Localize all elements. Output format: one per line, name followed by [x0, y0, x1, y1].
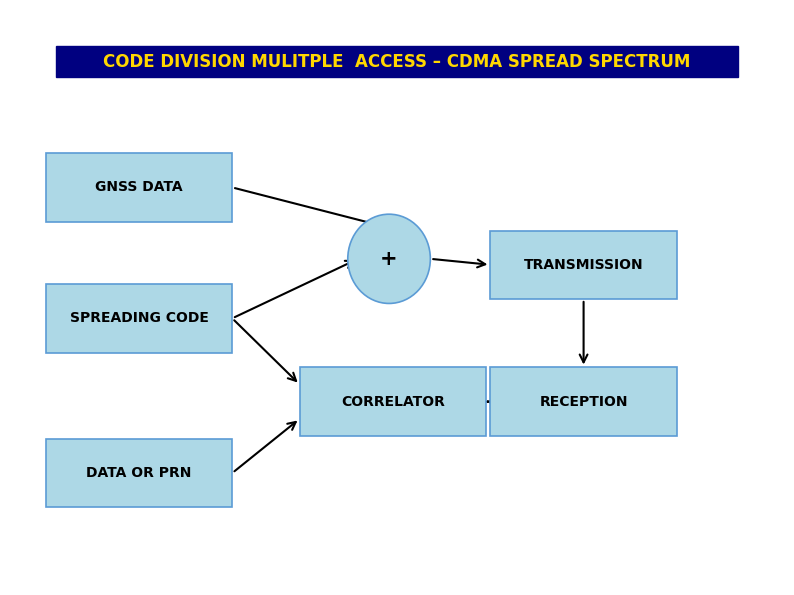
FancyBboxPatch shape — [300, 367, 486, 436]
FancyBboxPatch shape — [56, 46, 738, 77]
FancyBboxPatch shape — [490, 230, 676, 299]
Text: SPREADING CODE: SPREADING CODE — [70, 311, 208, 325]
Text: RECEPTION: RECEPTION — [539, 394, 628, 409]
Text: CORRELATOR: CORRELATOR — [341, 394, 445, 409]
Text: +: + — [380, 249, 398, 269]
Text: TRANSMISSION: TRANSMISSION — [524, 258, 643, 272]
FancyBboxPatch shape — [45, 153, 232, 221]
FancyBboxPatch shape — [45, 284, 232, 352]
Ellipse shape — [348, 214, 430, 303]
Text: DATA OR PRN: DATA OR PRN — [87, 466, 191, 480]
FancyBboxPatch shape — [490, 367, 676, 436]
Text: CODE DIVISION MULITPLE  ACCESS – CDMA SPREAD SPECTRUM: CODE DIVISION MULITPLE ACCESS – CDMA SPR… — [103, 53, 691, 71]
Text: GNSS DATA: GNSS DATA — [95, 180, 183, 195]
FancyBboxPatch shape — [45, 439, 232, 507]
